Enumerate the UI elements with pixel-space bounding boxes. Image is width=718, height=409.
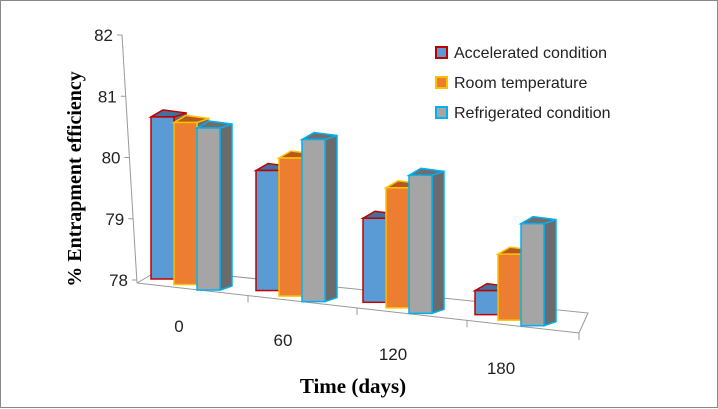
y-tick-label: 80 [102, 149, 121, 168]
bar-front [362, 217, 387, 304]
bars [148, 109, 557, 327]
bar-side [324, 134, 338, 303]
y-tick-label: 82 [94, 26, 113, 45]
bar-refrigerated-condition-120 [406, 167, 445, 315]
bar-front [474, 289, 499, 316]
legend-item: Room temperature [435, 75, 587, 92]
legend-item: Accelerated condition [435, 45, 607, 62]
legend-swatch [435, 106, 448, 119]
bar-front [150, 116, 175, 280]
y-tick-label: 81 [98, 87, 117, 106]
bar-front [196, 127, 221, 291]
bar-front [255, 169, 280, 292]
bar-front [278, 157, 303, 297]
bar-side [543, 218, 557, 327]
y-axis-line [121, 34, 138, 284]
y-tick-label: 79 [105, 210, 124, 229]
legend-swatch [435, 76, 448, 89]
x-tick-label: 120 [379, 345, 407, 364]
y-axis-title: % Entrapment efficiency [64, 71, 86, 287]
bar-refrigerated-condition-180 [518, 215, 557, 327]
legend-label: Room temperature [454, 75, 587, 92]
legend-label: Accelerated condition [454, 45, 607, 62]
legend-swatch [435, 46, 448, 59]
legend: Accelerated condition Room temperature Ref… [435, 45, 611, 122]
bar-side [219, 122, 233, 292]
y-tick-labels: 78 79 80 81 82 [94, 26, 128, 290]
bar-front [408, 174, 433, 315]
legend-label: Refrigerated condition [454, 105, 611, 122]
bar-front [301, 138, 326, 303]
x-tick-labels: 0 60 120 180 [174, 317, 515, 378]
bar-front [173, 121, 198, 286]
bar-refrigerated-condition-0 [194, 120, 233, 292]
bar-front [497, 253, 522, 321]
bar-front [520, 222, 545, 327]
legend-item: Refrigerated condition [435, 105, 611, 122]
x-axis-title: Time (days) [300, 374, 406, 398]
bar-side [431, 170, 445, 315]
x-tick-label: 60 [274, 331, 293, 350]
bar-refrigerated-condition-60 [299, 131, 338, 303]
y-tick-label: 78 [109, 271, 128, 290]
bar-front [385, 187, 410, 309]
x-tick-label: 0 [174, 317, 183, 336]
x-tick-label: 180 [487, 359, 515, 378]
